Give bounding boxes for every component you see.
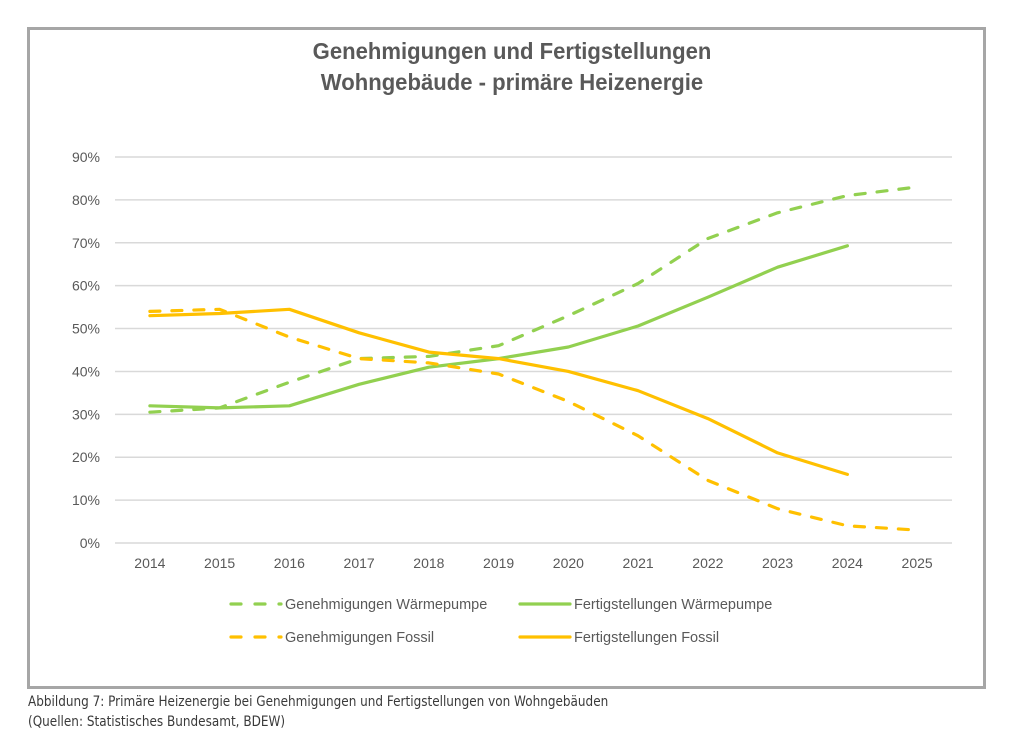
y-tick-label: 80% [72, 192, 100, 208]
legend-label: Genehmigungen Fossil [285, 630, 434, 646]
y-tick-label: 0% [80, 535, 100, 551]
legend: Genehmigungen Wärmepumpe Fertigstellungen… [229, 597, 772, 646]
y-axis-tick-labels: 0% 10% 20% 30% 40% 50% 60% 70% 80% 90% [72, 149, 100, 551]
x-axis-tick-labels: 2014 2015 2016 2017 2018 2019 2020 2021 2022 2023… [134, 555, 933, 571]
chart-title-line-1: Genehmigungen und Fertigstellungen [312, 38, 712, 64]
caption-line-1: Abbildung 7: Primäre Heizenergie bei Gen… [28, 694, 609, 710]
y-tick-label: 20% [72, 449, 100, 465]
x-tick-label: 2023 [762, 555, 793, 571]
series-line-fertigstellungen-fossil [148, 307, 850, 476]
y-tick-label: 40% [72, 363, 100, 379]
x-tick-label: 2021 [623, 555, 654, 571]
y-tick-label: 70% [72, 235, 100, 251]
chart-title-line-2: Wohngebäude - primäre Heizenergie [320, 69, 704, 95]
legend-label: Fertigstellungen Wärmepumpe [574, 597, 772, 613]
y-tick-label: 90% [72, 149, 100, 165]
legend-label: Genehmigungen Wärmepumpe [285, 597, 487, 613]
chart-title: Genehmigungen und Fertigstellungen Wohng… [0, 36, 1024, 98]
x-tick-label: 2015 [204, 555, 235, 571]
x-tick-label: 2014 [134, 555, 165, 571]
x-tick-label: 2019 [483, 555, 514, 571]
x-tick-label: 2016 [274, 555, 305, 571]
series-line-genehmigungen-fossil [148, 307, 919, 532]
y-tick-label: 50% [72, 321, 100, 337]
x-tick-label: 2017 [344, 555, 375, 571]
x-tick-label: 2022 [692, 555, 723, 571]
x-tick-label: 2020 [553, 555, 584, 571]
series-line-fertigstellungen-wärmepumpe [148, 244, 850, 410]
x-tick-label: 2018 [413, 555, 444, 571]
legend-label: Fertigstellungen Fossil [574, 630, 719, 646]
y-tick-label: 60% [72, 278, 100, 294]
x-tick-label: 2025 [902, 555, 933, 571]
y-tick-label: 30% [72, 406, 100, 422]
y-tick-label: 10% [72, 492, 100, 508]
series-lines [148, 185, 919, 532]
caption-line-2: (Quellen: Statistisches Bundesamt, BDEW) [28, 714, 286, 730]
x-tick-label: 2024 [832, 555, 863, 571]
figure-caption: Abbildung 7: Primäre Heizenergie bei Gen… [28, 692, 608, 732]
gridlines [115, 156, 952, 544]
series-line-genehmigungen-wärmepumpe [148, 185, 919, 414]
